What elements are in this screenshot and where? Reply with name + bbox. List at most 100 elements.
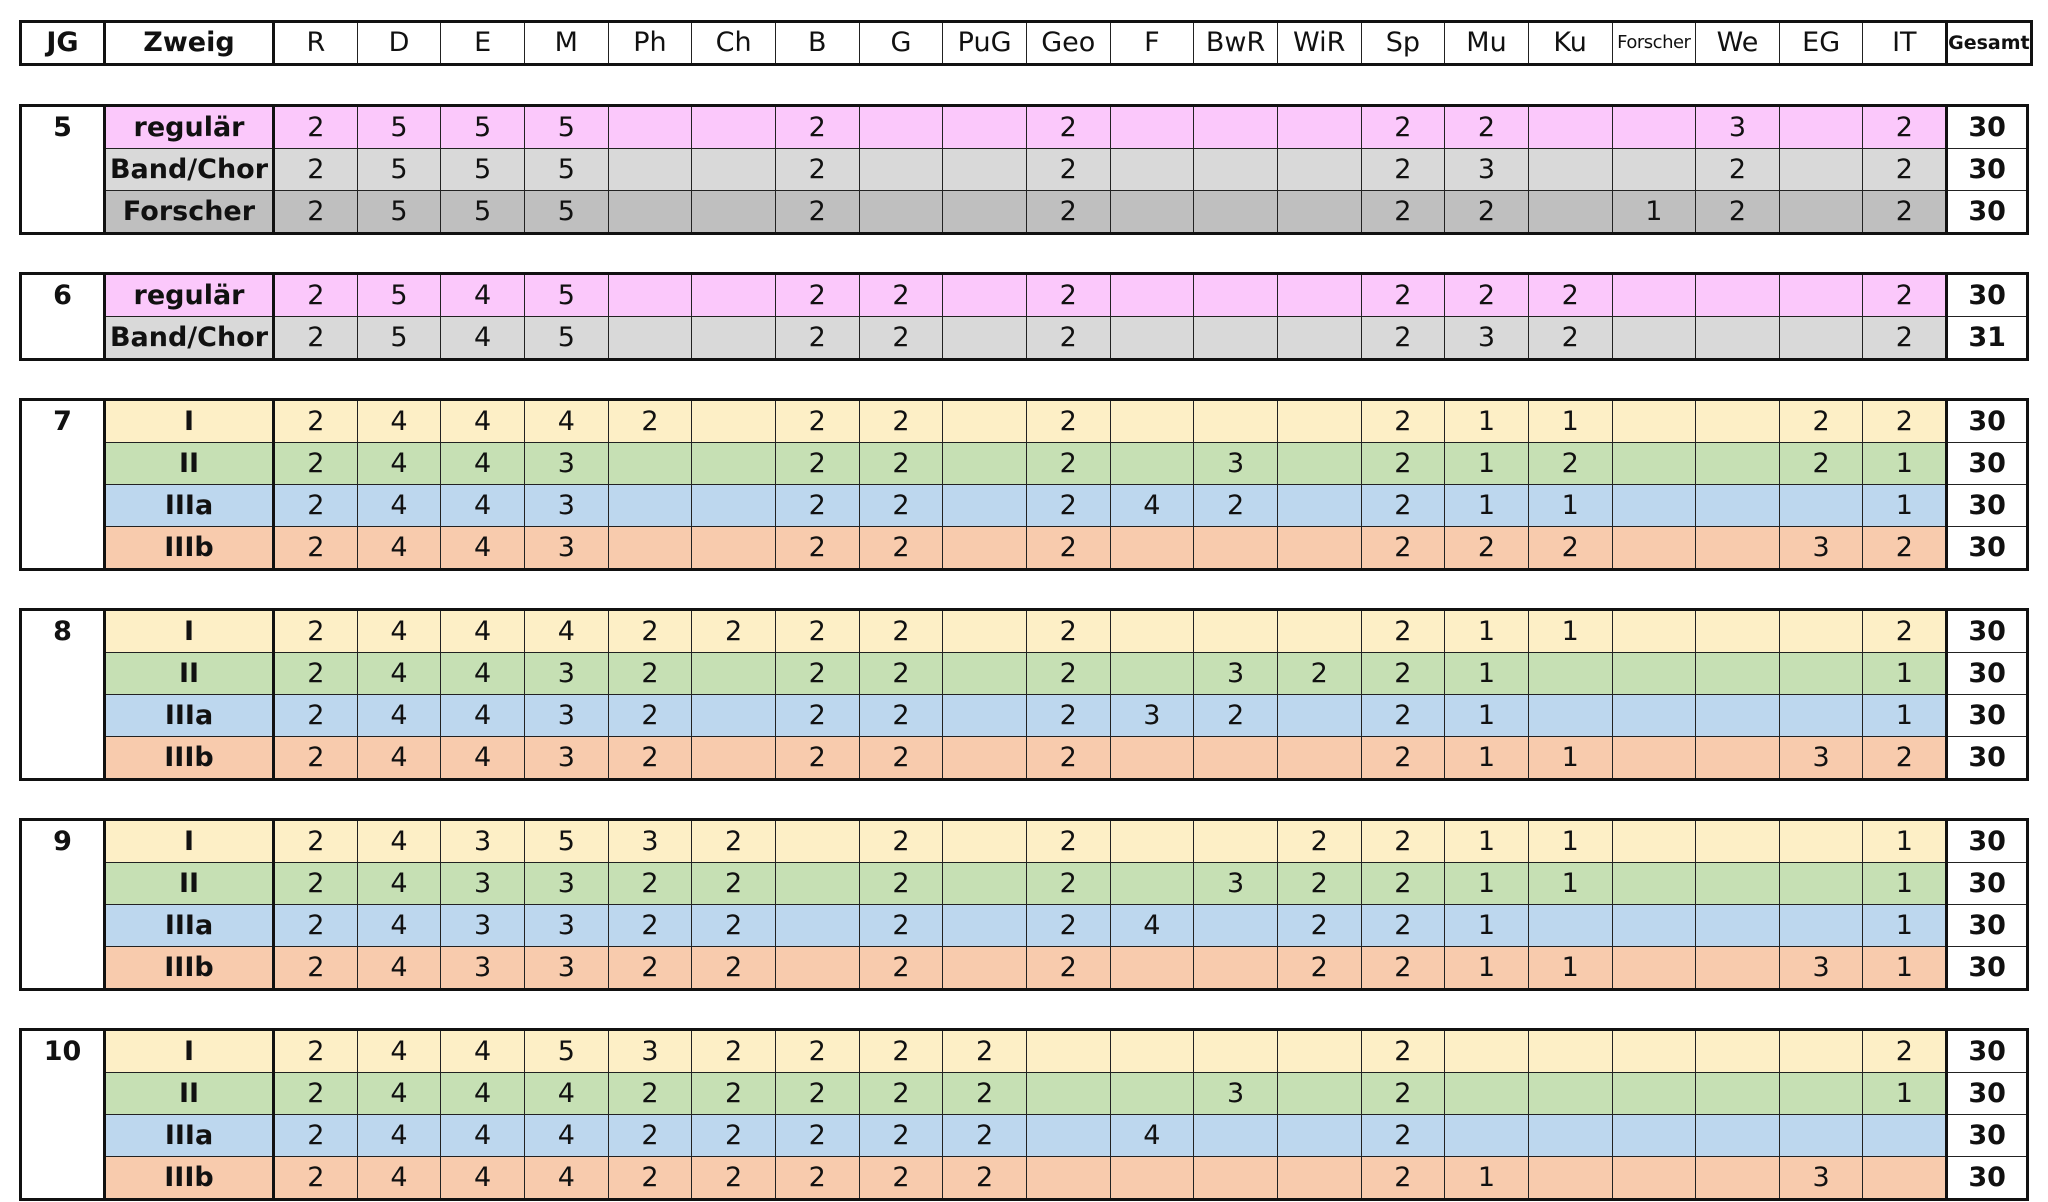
hours-cell — [1695, 652, 1780, 695]
hours-cell — [1193, 1029, 1278, 1073]
hours-cell: 2 — [858, 399, 944, 443]
hours-cell: 1 — [1444, 442, 1529, 485]
hours-cell: 4 — [440, 694, 525, 737]
hours-cell — [1611, 1072, 1697, 1115]
zweig-cell: II — [104, 1072, 275, 1115]
hours-cell: 2 — [607, 694, 693, 737]
hours-cell — [1193, 1156, 1278, 1200]
hours-cell — [1778, 694, 1864, 737]
hours-cell: 1 — [1862, 652, 1948, 695]
hours-cell — [942, 526, 1027, 570]
hours-cell: 2 — [1862, 316, 1948, 360]
hours-cell — [1611, 694, 1697, 737]
hours-cell: 2 — [1276, 819, 1362, 863]
hours-cell — [1109, 442, 1195, 485]
gesamt-cell: 30 — [1945, 736, 2029, 780]
hours-cell — [1611, 652, 1697, 695]
hours-cell: 4 — [356, 862, 442, 905]
hours-cell: 2 — [691, 819, 776, 863]
hours-cell — [1276, 105, 1362, 149]
hours-cell: 1 — [1862, 1072, 1948, 1115]
hours-cell — [1276, 1156, 1362, 1200]
hours-cell: 1 — [1862, 442, 1948, 485]
hours-cell: 2 — [858, 862, 944, 905]
hours-cell: 4 — [356, 946, 442, 990]
hours-cell: 3 — [440, 819, 525, 863]
hours-cell — [1611, 862, 1697, 905]
hours-cell: 2 — [774, 609, 860, 653]
hours-cell — [1276, 190, 1362, 234]
hours-cell: 2 — [607, 1114, 693, 1157]
hours-cell: 2 — [774, 399, 860, 443]
hours-cell: 4 — [523, 1156, 609, 1200]
hours-cell — [1527, 148, 1613, 191]
hours-cell: 2 — [1360, 316, 1446, 360]
hours-cell: 2 — [1025, 316, 1111, 360]
hours-cell: 2 — [1360, 1072, 1446, 1115]
hours-cell — [1778, 862, 1864, 905]
hours-cell: 2 — [1360, 946, 1446, 990]
hours-cell: 3 — [523, 652, 609, 695]
hours-cell — [1276, 316, 1362, 360]
hours-cell: 2 — [273, 105, 358, 149]
hours-cell — [942, 273, 1027, 317]
gesamt-cell: 30 — [1945, 1029, 2029, 1073]
table-row: IIIb 2 4 3 3 2 2 2 2 2 2 1 1 3 1 30 — [21, 946, 2029, 990]
hours-cell: 3 — [523, 442, 609, 485]
header-subject: B — [774, 21, 860, 65]
zweig-cell: I — [104, 609, 275, 653]
hours-cell — [942, 694, 1027, 737]
hours-cell — [1611, 946, 1697, 990]
year-group-table: 10 I 2 4 4 5 3 2 2 2 2 2 2 30 II 2 4 4 4 2 2 2 2 2 3 2 1 30 IIIa 2 4 4 4… — [19, 1028, 2030, 1201]
hours-cell: 2 — [1527, 273, 1613, 317]
jahrgang-cell: 10 — [20, 1029, 106, 1200]
hours-cell: 5 — [523, 1029, 609, 1073]
hours-cell — [1109, 1029, 1195, 1073]
hours-cell: 2 — [774, 736, 860, 780]
hours-cell: 2 — [1862, 736, 1948, 780]
hours-cell: 2 — [1360, 526, 1446, 570]
hours-cell: 2 — [1025, 609, 1111, 653]
hours-cell: 2 — [858, 1114, 944, 1157]
hours-cell: 3 — [607, 819, 693, 863]
hours-cell — [1527, 694, 1613, 737]
hours-cell: 2 — [1862, 105, 1948, 149]
hours-cell: 1 — [1527, 946, 1613, 990]
hours-cell — [1778, 1029, 1864, 1073]
hours-cell: 1 — [1862, 904, 1948, 947]
hours-cell: 2 — [1025, 484, 1111, 527]
hours-cell: 4 — [1109, 1114, 1195, 1157]
hours-cell — [774, 904, 860, 947]
hours-cell: 5 — [356, 190, 442, 234]
table-row: Band/Chor 2 5 4 5 2 2 2 2 3 2 2 31 — [21, 316, 2029, 360]
hours-cell: 5 — [523, 273, 609, 317]
table-row: IIIa 2 4 4 3 2 2 2 4 2 2 1 1 1 30 — [21, 484, 2029, 527]
hours-cell: 2 — [1360, 484, 1446, 527]
hours-cell — [858, 190, 944, 234]
hours-cell — [1193, 609, 1278, 653]
hours-cell — [942, 399, 1027, 443]
hours-cell — [607, 484, 693, 527]
hours-cell — [607, 148, 693, 191]
hours-cell: 4 — [440, 526, 525, 570]
hours-cell: 3 — [607, 1029, 693, 1073]
hours-cell: 2 — [858, 316, 944, 360]
hours-cell: 2 — [1025, 946, 1111, 990]
hours-cell — [1193, 819, 1278, 863]
hours-cell — [1695, 904, 1780, 947]
hours-cell — [1109, 190, 1195, 234]
year-group-table: 8 I 2 4 4 4 2 2 2 2 2 2 1 1 2 30 II 2 4 4 3 2 2 2 2 3 2 2 1 1 30 IIIa 2 4… — [19, 608, 2030, 781]
table-row: Band/Chor 2 5 5 5 2 2 2 3 2 2 30 — [21, 148, 2029, 191]
hours-cell: 2 — [1360, 105, 1446, 149]
hours-cell: 2 — [691, 1072, 776, 1115]
hours-cell: 4 — [440, 273, 525, 317]
header-subject: IT — [1862, 21, 1948, 65]
hours-cell — [1695, 1114, 1780, 1157]
hours-cell — [1695, 1072, 1780, 1115]
hours-cell: 2 — [1360, 1114, 1446, 1157]
table-row: 8 I 2 4 4 4 2 2 2 2 2 2 1 1 2 30 — [20, 609, 2029, 780]
hours-cell: 2 — [942, 1114, 1027, 1157]
hours-cell — [1109, 105, 1195, 149]
hours-cell: 2 — [1025, 904, 1111, 947]
hours-cell: 4 — [356, 399, 442, 443]
